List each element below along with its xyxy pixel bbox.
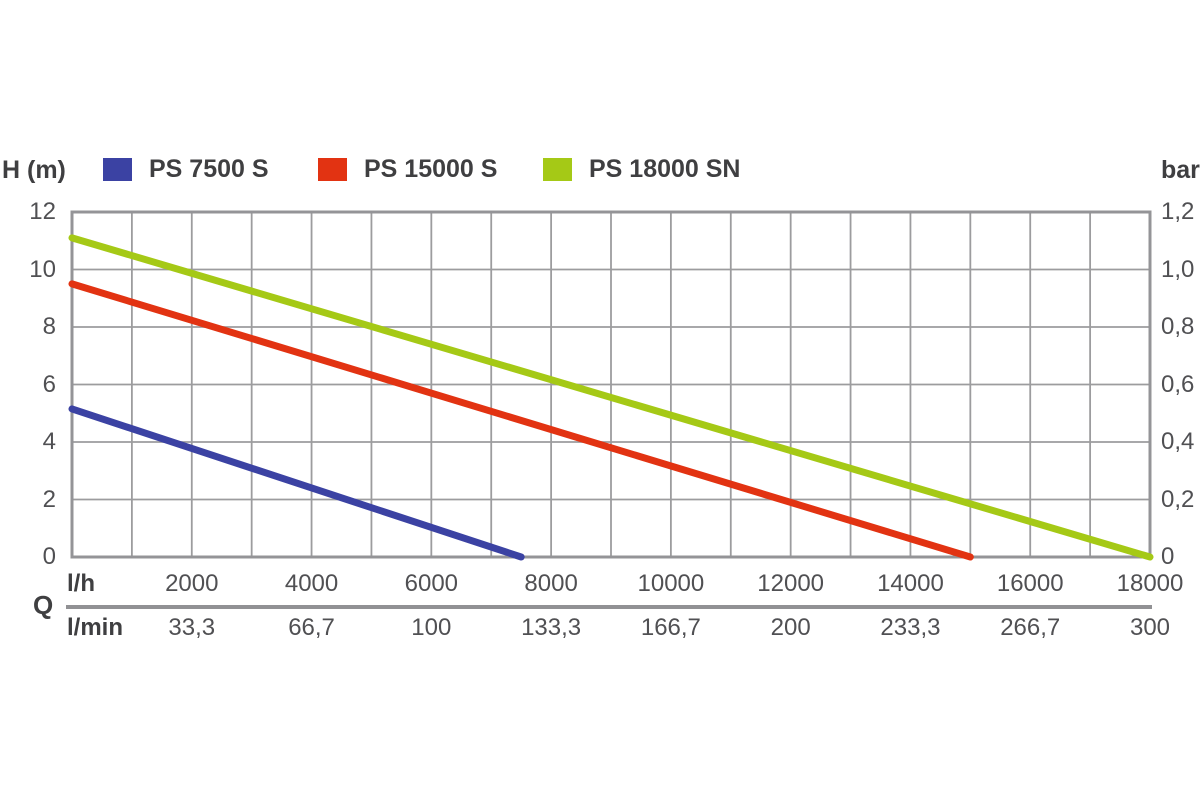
right-axis-tick: 0,8	[1161, 313, 1195, 340]
flow-tick-lmin: 100	[411, 614, 452, 641]
legend-item-ps-7500-s: PS 7500 S	[103, 155, 269, 183]
left-axis-tick: 2	[42, 485, 56, 513]
flow-tick-lh: 2000	[165, 570, 219, 597]
flow-tick-lmin: 200	[770, 614, 811, 641]
left-axis-tick: 12	[29, 198, 56, 225]
right-axis-tick: 0,2	[1161, 485, 1195, 513]
flow-tick-lh: 6000	[404, 570, 459, 597]
flow-tick-lmin: 133,3	[521, 614, 582, 641]
left-axis-tick: 4	[42, 428, 56, 455]
flow-tick-lh: 8000	[524, 570, 578, 597]
flow-axis-divider	[66, 605, 1152, 609]
series-line-ps-15000-s	[68, 280, 974, 561]
series-line-ps-18000-sn	[68, 234, 1154, 561]
flow-tick-lh: 10000	[637, 570, 705, 597]
right-axis-tick: 1,2	[1161, 198, 1195, 225]
flow-tick-lmin: 266,7	[1000, 614, 1061, 641]
right-axis-tick: 0	[1161, 543, 1175, 570]
legend-label-ps-7500-s: PS 7500 S	[149, 155, 269, 183]
right-axis-title: bar	[1161, 156, 1200, 184]
quantity-axis-label: Q	[33, 590, 54, 620]
legend-label-ps-15000-s: PS 15000 S	[364, 155, 498, 183]
legend-swatch-ps-18000-sn	[543, 157, 572, 181]
flow-tick-lmin: 300	[1129, 614, 1171, 641]
series-line-ps-7500-s	[68, 405, 525, 561]
legend-swatch-ps-7500-s	[103, 157, 132, 181]
left-axis-tick: 8	[42, 313, 56, 340]
plot-border	[70, 210, 1152, 559]
flow-tick-lh: 14000	[877, 570, 944, 597]
left-axis-title: H (m)	[2, 156, 66, 184]
flow-tick-lh: 4000	[284, 570, 339, 597]
legend-swatch-ps-15000-s	[318, 157, 347, 181]
right-axis-tick: 0,4	[1161, 428, 1195, 455]
flow-tick-lmin: 33,3	[168, 614, 216, 641]
flow-tick-lmin: 233,3	[880, 614, 941, 641]
right-axis-tick: 0,6	[1161, 370, 1195, 398]
right-axis-tick: 1,0	[1161, 255, 1195, 283]
flow-tick-lmin: 66,7	[288, 614, 335, 641]
flow-tick-lh: 18000	[1116, 570, 1184, 597]
flow-tick-lh: 12000	[757, 570, 825, 597]
left-axis-tick: 10	[29, 255, 56, 283]
flow-tick-lmin: 166,7	[640, 614, 701, 641]
flow-unit-label-lh: l/h	[67, 570, 95, 597]
legend-item-ps-15000-s: PS 15000 S	[318, 155, 498, 183]
flow-unit-label-lmin: l/min	[67, 614, 124, 641]
left-axis-tick: 6	[42, 370, 56, 398]
left-axis-tick: 0	[42, 543, 56, 570]
flow-tick-lh: 16000	[996, 570, 1064, 597]
legend-label-ps-18000-sn: PS 18000 SN	[589, 155, 741, 183]
legend-item-ps-18000-sn: PS 18000 SN	[543, 155, 741, 183]
